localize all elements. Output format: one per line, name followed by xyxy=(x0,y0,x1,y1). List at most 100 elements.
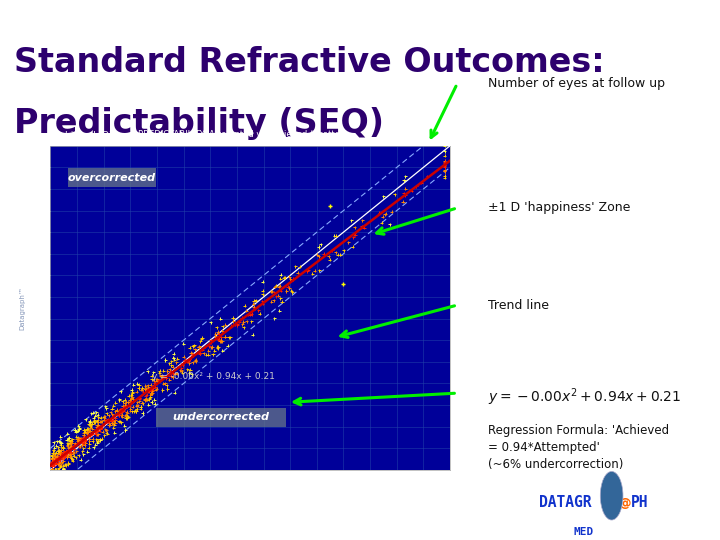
Point xyxy=(145,393,156,401)
Point xyxy=(197,345,208,354)
Point xyxy=(55,458,66,467)
Point xyxy=(228,314,239,322)
Text: Trend line: Trend line xyxy=(488,299,549,312)
Point xyxy=(88,408,99,417)
Point xyxy=(120,414,132,422)
Point xyxy=(51,451,63,460)
Point xyxy=(63,451,74,460)
Point xyxy=(57,451,68,460)
Point xyxy=(117,403,129,412)
Point xyxy=(73,423,85,432)
Point xyxy=(75,437,86,445)
Point xyxy=(81,426,93,435)
Point xyxy=(64,451,76,460)
Point xyxy=(338,246,349,255)
Point xyxy=(376,218,387,227)
Point xyxy=(60,450,71,458)
Point xyxy=(107,404,118,413)
Point xyxy=(176,366,187,375)
Point xyxy=(105,408,117,416)
Point xyxy=(142,386,153,394)
Point xyxy=(133,397,145,406)
Point xyxy=(117,407,129,415)
Point xyxy=(53,449,64,458)
Point xyxy=(50,453,61,462)
Point xyxy=(94,436,106,444)
Point xyxy=(292,268,304,277)
Point xyxy=(92,422,104,431)
Point xyxy=(249,304,261,313)
Point xyxy=(194,337,206,346)
Point xyxy=(49,459,60,468)
Point xyxy=(122,402,133,410)
Point xyxy=(153,368,165,377)
Point xyxy=(213,334,225,343)
Point xyxy=(186,370,197,379)
Point xyxy=(58,451,69,460)
Point xyxy=(96,435,107,443)
Point xyxy=(232,319,243,328)
Point xyxy=(48,456,59,464)
Point xyxy=(63,434,74,443)
Point xyxy=(89,418,100,427)
Point xyxy=(91,424,102,433)
Point xyxy=(215,335,226,344)
Point xyxy=(155,371,166,380)
Point xyxy=(130,407,141,415)
Point xyxy=(276,298,288,306)
Point xyxy=(161,367,173,375)
Point xyxy=(159,379,171,387)
Text: DATAGR: DATAGR xyxy=(539,495,591,510)
Point xyxy=(266,287,277,295)
Point xyxy=(99,412,110,421)
Point xyxy=(122,414,133,422)
Point xyxy=(52,460,63,469)
Point xyxy=(150,380,161,388)
Point xyxy=(115,408,127,416)
Point xyxy=(55,441,66,449)
Point xyxy=(98,413,109,421)
Point xyxy=(53,446,65,455)
Point xyxy=(294,262,305,271)
X-axis label: Attempted delta SR equiv. [D]: Attempted delta SR equiv. [D] xyxy=(166,494,334,503)
Point xyxy=(136,383,148,392)
Point xyxy=(46,457,58,466)
Point xyxy=(64,437,76,446)
Point xyxy=(65,437,76,445)
FancyBboxPatch shape xyxy=(68,168,156,187)
Point xyxy=(50,465,62,474)
Point xyxy=(84,431,96,440)
Point xyxy=(91,423,103,432)
Point xyxy=(113,395,125,404)
Point xyxy=(136,386,148,394)
Point xyxy=(47,465,58,474)
Point xyxy=(399,191,410,200)
Text: @: @ xyxy=(618,497,631,510)
Text: undercorrected: undercorrected xyxy=(172,413,269,422)
Point xyxy=(176,365,187,374)
Point xyxy=(73,421,84,430)
Point xyxy=(119,422,130,430)
Point xyxy=(215,337,227,346)
Point xyxy=(120,426,131,434)
Point xyxy=(377,192,389,201)
Point xyxy=(254,309,266,318)
Point xyxy=(52,465,63,474)
Point xyxy=(197,334,208,342)
Point xyxy=(87,437,99,445)
Point xyxy=(348,233,359,241)
Point xyxy=(78,438,89,447)
Point xyxy=(174,366,186,375)
Point xyxy=(46,458,58,467)
Point xyxy=(96,423,107,432)
Point xyxy=(72,438,84,447)
Point xyxy=(104,421,115,429)
Point xyxy=(275,286,287,295)
Point xyxy=(149,379,161,387)
Point xyxy=(71,435,83,444)
Point xyxy=(101,428,112,437)
Point xyxy=(236,320,248,328)
Point xyxy=(184,355,196,363)
Point xyxy=(84,435,95,443)
Point xyxy=(397,197,409,206)
